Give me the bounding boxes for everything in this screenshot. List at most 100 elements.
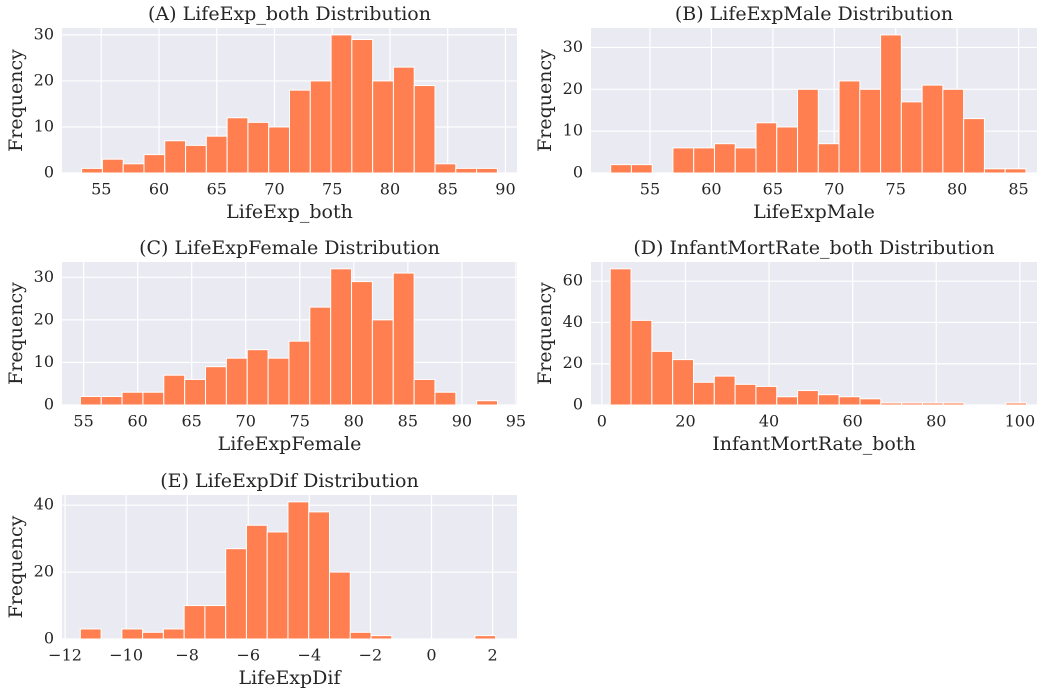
x-tick-label: −4 bbox=[298, 646, 322, 665]
x-axis-label: LifeExpDif bbox=[238, 667, 342, 689]
chart-title: (E) LifeExpDif Distribution bbox=[160, 470, 418, 492]
histogram-bar bbox=[205, 135, 228, 174]
y-tick-label: 10 bbox=[34, 116, 54, 135]
x-tick-label: 90 bbox=[452, 412, 472, 431]
histogram-bar bbox=[817, 143, 840, 174]
histogram-bar bbox=[921, 84, 944, 174]
x-axis-label: LifeExpFemale bbox=[218, 433, 362, 455]
histogram-bar bbox=[142, 391, 165, 406]
histogram-bar bbox=[901, 402, 923, 406]
histogram-bar bbox=[245, 524, 268, 640]
histogram-bar bbox=[330, 268, 353, 406]
y-tick-label: 30 bbox=[563, 37, 583, 56]
x-tick-label: 85 bbox=[1008, 180, 1028, 199]
histogram-bar bbox=[692, 381, 715, 406]
histogram-bar bbox=[413, 378, 436, 406]
histogram-bar bbox=[185, 144, 207, 174]
x-tick-label: 65 bbox=[207, 180, 227, 199]
x-tick-label: 70 bbox=[264, 180, 284, 199]
y-axis-label: Frequency bbox=[5, 515, 27, 618]
x-tick-label: 2 bbox=[487, 646, 497, 665]
x-tick-label: 60 bbox=[149, 180, 169, 199]
x-tick-label: 40 bbox=[759, 412, 779, 431]
histogram-bar bbox=[143, 154, 166, 174]
chart-title: (B) LifeExpMale Distribution bbox=[675, 3, 953, 25]
x-tick-label: 55 bbox=[73, 412, 93, 431]
histogram-bar bbox=[630, 164, 653, 174]
histogram-bar bbox=[476, 400, 499, 406]
histogram-bar bbox=[205, 366, 227, 406]
x-tick-label: 60 bbox=[127, 412, 147, 431]
x-tick-label: −2 bbox=[359, 646, 383, 665]
histogram-bar bbox=[413, 85, 436, 174]
histogram-bar bbox=[330, 34, 353, 174]
x-tick-label: 20 bbox=[675, 412, 695, 431]
histogram-bar bbox=[267, 357, 290, 406]
histogram-bar bbox=[100, 395, 123, 406]
histogram-bar bbox=[776, 396, 799, 406]
x-axis-label: LifeExp_both bbox=[226, 201, 353, 223]
histogram-bar bbox=[776, 126, 799, 174]
histogram-bar bbox=[880, 34, 902, 174]
y-tick-label: 30 bbox=[34, 24, 54, 43]
histogram-bar bbox=[247, 121, 270, 174]
y-tick-label: 10 bbox=[34, 352, 54, 371]
x-axis-label: InfantMortRate_both bbox=[712, 433, 916, 455]
x-tick-label: 90 bbox=[495, 180, 515, 199]
histogram-bar bbox=[309, 80, 332, 174]
x-tick-label: 70 bbox=[236, 412, 256, 431]
y-tick-label: 0 bbox=[573, 395, 583, 414]
histogram-bar bbox=[351, 39, 374, 174]
y-tick-label: 20 bbox=[34, 309, 54, 328]
y-tick-label: 20 bbox=[563, 353, 583, 372]
histogram-bar bbox=[942, 88, 965, 174]
chart-title: (C) LifeExpFemale Distribution bbox=[139, 237, 440, 259]
histogram-bar bbox=[225, 548, 247, 640]
y-tick-label: 20 bbox=[563, 79, 583, 98]
histogram-bar bbox=[142, 631, 164, 640]
histogram-bar bbox=[266, 531, 289, 640]
histogram-bar bbox=[288, 340, 311, 406]
x-tick-label: 70 bbox=[824, 180, 844, 199]
y-axis-label: Frequency bbox=[534, 49, 556, 152]
histogram-bar bbox=[610, 164, 632, 174]
histogram-bar bbox=[755, 385, 778, 406]
chart-title: (D) InfantMortRate_both Distribution bbox=[633, 237, 994, 259]
y-tick-label: 10 bbox=[563, 121, 583, 140]
histogram-bar bbox=[204, 605, 227, 640]
histogram-bar bbox=[371, 319, 394, 406]
histogram-bar bbox=[163, 374, 186, 406]
histogram-bar bbox=[226, 117, 249, 174]
x-tick-label: 85 bbox=[438, 180, 458, 199]
histogram-bar bbox=[672, 359, 694, 406]
y-tick-label: 0 bbox=[44, 629, 54, 648]
x-tick-label: 60 bbox=[842, 412, 862, 431]
histogram-bar bbox=[370, 635, 393, 640]
x-tick-label: 80 bbox=[926, 412, 946, 431]
histogram-bar bbox=[392, 66, 415, 174]
x-tick-label: 55 bbox=[640, 180, 660, 199]
histogram-bar bbox=[474, 635, 497, 640]
histogram-bar bbox=[476, 167, 498, 174]
histogram-bar bbox=[246, 349, 269, 406]
x-tick-label: 0 bbox=[426, 646, 436, 665]
histogram-bar bbox=[392, 272, 415, 406]
histogram-bar bbox=[734, 147, 757, 174]
histogram-bar bbox=[329, 571, 351, 640]
histogram-bar bbox=[713, 143, 736, 174]
histogram-bar bbox=[797, 390, 819, 406]
histogram-bar bbox=[121, 628, 144, 640]
histogram-bar bbox=[963, 118, 985, 174]
histogram-bar bbox=[1004, 168, 1027, 174]
histogram-bar bbox=[287, 501, 310, 640]
x-tick-label: 60 bbox=[701, 180, 721, 199]
x-tick-label: 85 bbox=[398, 412, 418, 431]
y-tick-label: 40 bbox=[34, 495, 54, 514]
histogram-bar bbox=[164, 140, 187, 174]
y-tick-label: 30 bbox=[34, 267, 54, 286]
histogram-bar bbox=[713, 375, 736, 406]
x-tick-label: 95 bbox=[506, 412, 526, 431]
histogram-bar bbox=[309, 306, 332, 406]
histogram-bar bbox=[162, 628, 185, 640]
